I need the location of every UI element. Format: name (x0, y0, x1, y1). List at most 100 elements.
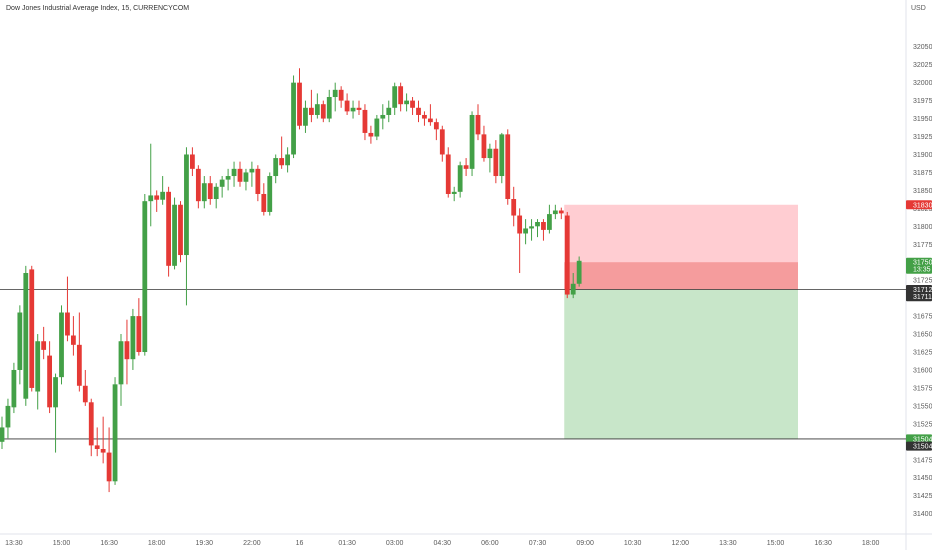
candle-body (195, 168, 201, 202)
candle-body (564, 215, 570, 295)
candle-body (404, 100, 409, 105)
candle-body (344, 100, 350, 112)
candle-body (76, 344, 82, 386)
candle-body (380, 114, 386, 119)
candle-body (368, 132, 374, 137)
candle-body (279, 158, 285, 166)
candle-body (475, 114, 481, 135)
candle-body (297, 82, 302, 126)
price-tag (906, 441, 932, 451)
candle-body (106, 452, 112, 482)
time-tick-label: 12:00 (672, 540, 690, 547)
candle-body (35, 341, 41, 392)
candle-body (469, 114, 475, 169)
candle-body (184, 154, 189, 256)
candle-body (422, 114, 427, 119)
time-tick-label: 19:30 (196, 540, 214, 547)
candle-body (529, 226, 534, 229)
candle-body (47, 355, 52, 408)
price-tick-label: 32025 (913, 62, 932, 69)
candle-body (326, 97, 332, 119)
candle-body (451, 191, 457, 194)
candle-body (100, 448, 106, 453)
candle-body (493, 148, 499, 177)
candle-body (511, 199, 517, 216)
time-tick-label: 04:30 (434, 540, 452, 547)
price-tick-label: 31625 (913, 350, 932, 357)
candle-body (392, 86, 398, 108)
price-tag (906, 257, 932, 274)
time-tick-label: 16:30 (814, 540, 832, 547)
price-tick-label: 31400 (913, 511, 932, 518)
candle-body (291, 82, 296, 155)
candle-body (374, 118, 380, 137)
candle-body (118, 341, 124, 385)
candle-body (338, 89, 344, 101)
price-tick-label: 31725 (913, 278, 932, 285)
candle-body (207, 183, 213, 200)
time-tick-label: 06:00 (481, 540, 499, 547)
price-axis: 3140031425314503147531500315253155031575… (913, 44, 932, 518)
candle-body (416, 107, 421, 115)
time-tick-label: 10:30 (624, 540, 642, 547)
candle-body (23, 273, 29, 399)
candle-body (481, 134, 487, 159)
time-tick-label: 15:00 (53, 540, 71, 547)
price-tick-label: 31925 (913, 134, 932, 141)
price-tag-label: 31504 (913, 444, 932, 451)
candle-body (178, 204, 183, 256)
candle-body (41, 341, 47, 350)
price-tag (906, 434, 932, 444)
candle-body (558, 210, 564, 214)
price-tag (906, 285, 932, 295)
price-tick-label: 31525 (913, 421, 932, 428)
candle-body (148, 195, 154, 202)
price-tick-label: 32050 (913, 44, 932, 51)
price-tag-countdown: 13:35 (913, 267, 931, 274)
candle-body (356, 107, 362, 110)
candle-body (433, 122, 439, 130)
candle-body (517, 215, 523, 234)
price-tick-label: 31575 (913, 385, 932, 392)
candle-body (487, 148, 493, 159)
candle-body (320, 104, 326, 119)
candle-body (154, 195, 160, 200)
candle-body (124, 341, 130, 360)
candle-body (314, 104, 320, 115)
candle-body (237, 168, 243, 182)
candlestick-series (0, 68, 582, 493)
candle-body (219, 179, 225, 187)
time-tick-label: 16 (296, 540, 304, 547)
price-tick-label: 31825 (913, 206, 932, 213)
price-tick-label: 31775 (913, 242, 932, 249)
price-tick-label: 31975 (913, 98, 932, 105)
time-tick-label: 03:00 (386, 540, 404, 547)
candle-body (0, 427, 5, 442)
candle-body (499, 134, 505, 177)
price-tick-label: 31800 (913, 224, 932, 231)
candle-body (267, 176, 273, 212)
price-tick-label: 31875 (913, 170, 932, 177)
candle-body (255, 168, 261, 194)
candle-body (303, 107, 308, 126)
time-tick-label: 01:30 (338, 540, 356, 547)
candle-body (285, 154, 290, 166)
candle-body (11, 369, 17, 408)
candle-body (523, 228, 528, 234)
time-tick-label: 13:30 (719, 540, 737, 547)
candle-body (547, 214, 552, 230)
candle-body (53, 377, 58, 408)
time-axis: 13:30 15:00 16:30 18:00 19:30 22:00 16 01:30 03:… (5, 540, 879, 547)
candle-body (249, 168, 255, 173)
candle-body (5, 405, 11, 428)
candle-body (576, 260, 582, 284)
price-tag (906, 292, 932, 302)
candle-body (82, 385, 88, 403)
candle-body (570, 283, 576, 295)
candle-body (201, 183, 207, 202)
candle-body (505, 134, 511, 200)
candle-body (261, 193, 267, 212)
candle-body (398, 86, 404, 105)
